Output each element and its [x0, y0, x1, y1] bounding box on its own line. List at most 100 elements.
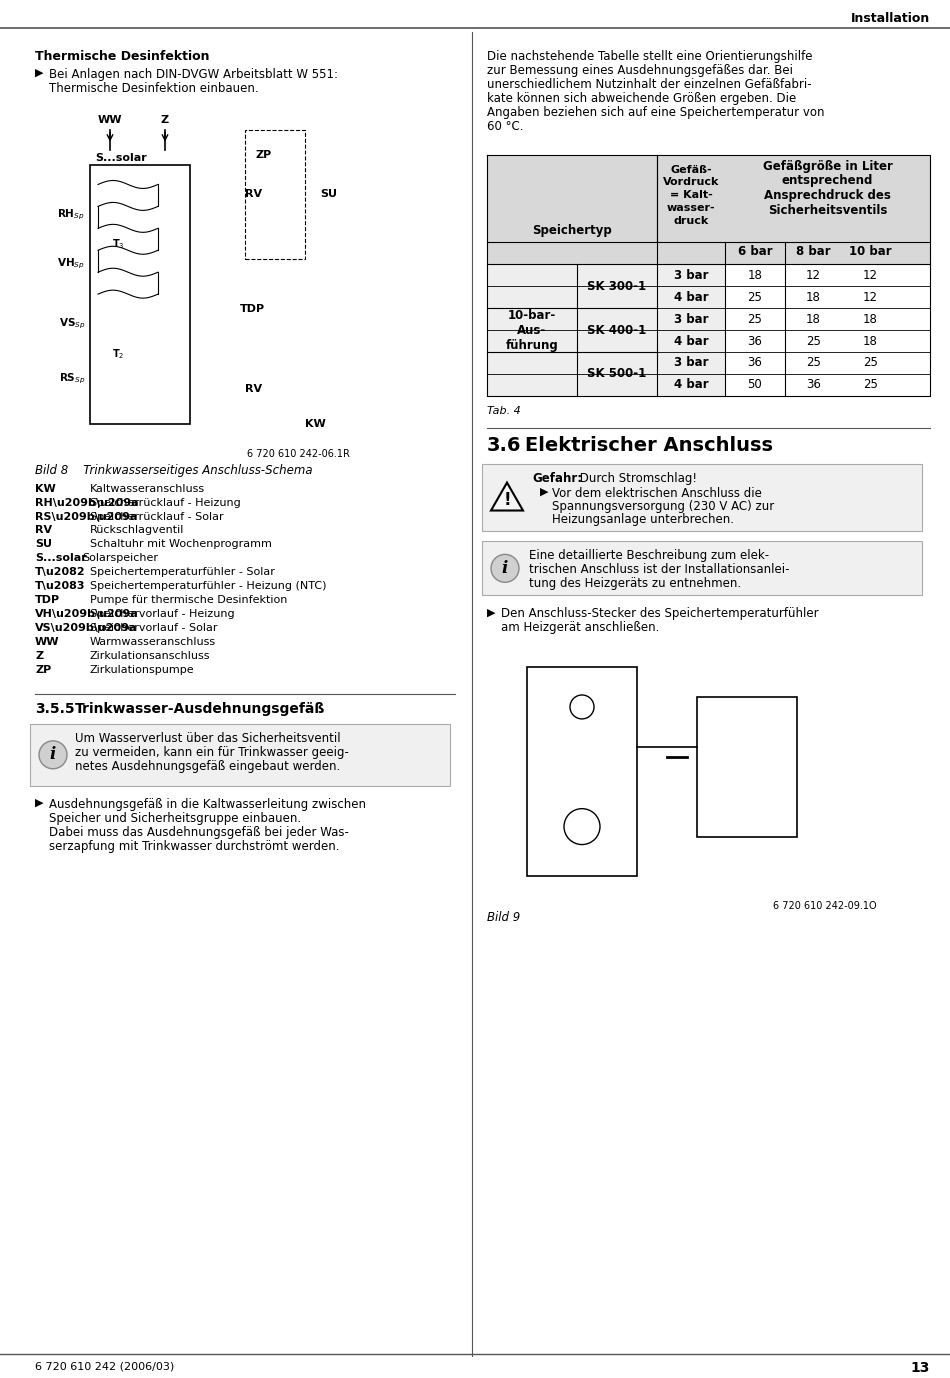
Text: T\u2083: T\u2083 [35, 582, 86, 591]
Text: RV: RV [245, 384, 262, 394]
Bar [90, 164, 190, 424]
Text: 4 bar: 4 bar [674, 335, 709, 347]
Text: Durch Stromschlag!: Durch Stromschlag! [576, 471, 697, 485]
Text: Ansprechdruck des: Ansprechdruck des [764, 189, 891, 203]
Text: 25: 25 [806, 357, 821, 369]
Text: netes Ausdehnungsgefäß eingebaut werden.: netes Ausdehnungsgefäß eingebaut werden. [75, 759, 340, 773]
Text: 3 bar: 3 bar [674, 313, 709, 325]
Text: Eine detaillierte Beschreibung zum elek-: Eine detaillierte Beschreibung zum elek- [529, 550, 770, 562]
Bar [725, 265, 930, 395]
Text: Speicherrücklauf - Heizung: Speicherrücklauf - Heizung [90, 497, 240, 507]
Text: 12: 12 [863, 291, 878, 303]
Text: 25: 25 [863, 357, 878, 369]
Text: VH\u209b\u209a: VH\u209b\u209a [35, 609, 139, 619]
Text: 18: 18 [863, 335, 878, 347]
Text: T$_3$: T$_3$ [112, 237, 124, 251]
Text: 36: 36 [748, 357, 763, 369]
Text: 6 720 610 242-06.1R: 6 720 610 242-06.1R [247, 449, 350, 459]
Text: Den Anschluss-Stecker des Speichertemperaturfühler: Den Anschluss-Stecker des Speichertemper… [501, 608, 819, 620]
Text: SU: SU [320, 189, 337, 200]
Text: 25: 25 [748, 313, 763, 325]
Text: Vordruck: Vordruck [663, 178, 719, 187]
Text: S...solar: S...solar [35, 554, 86, 564]
FancyBboxPatch shape [30, 723, 450, 785]
Text: Zirkulationspumpe: Zirkulationspumpe [90, 666, 195, 675]
Text: Thermische Desinfektion einbauen.: Thermische Desinfektion einbauen. [49, 81, 258, 95]
Text: SK 400-1: SK 400-1 [587, 324, 647, 336]
Text: Angaben beziehen sich auf eine Speichertemperatur von: Angaben beziehen sich auf eine Speichert… [487, 106, 825, 119]
Text: 60 °C.: 60 °C. [487, 120, 523, 132]
Text: Bild 9: Bild 9 [487, 911, 521, 925]
Text: T\u2082: T\u2082 [35, 568, 86, 577]
Text: 4 bar: 4 bar [674, 291, 709, 303]
Text: Speichervorlauf - Solar: Speichervorlauf - Solar [90, 623, 218, 633]
Text: = Kalt-: = Kalt- [670, 190, 712, 200]
Text: unerschiedlichem Nutzinhalt der einzelnen Gefäßfabri-: unerschiedlichem Nutzinhalt der einzelne… [487, 77, 811, 91]
Text: SK 300-1: SK 300-1 [587, 280, 647, 292]
Text: Speichervorlauf - Heizung: Speichervorlauf - Heizung [90, 609, 235, 619]
Text: RV: RV [35, 525, 52, 536]
Text: zu vermeiden, kann ein für Trinkwasser geeig-: zu vermeiden, kann ein für Trinkwasser g… [75, 745, 349, 759]
Text: 3.6: 3.6 [487, 435, 522, 455]
Text: SU: SU [35, 539, 52, 550]
Text: RS$_{Sp}$: RS$_{Sp}$ [59, 372, 85, 386]
Text: Speichertemperaturfühler - Solar: Speichertemperaturfühler - Solar [90, 568, 275, 577]
Text: VS\u209b\u209a: VS\u209b\u209a [35, 623, 138, 633]
Text: Sicherheitsventils: Sicherheitsventils [768, 204, 887, 218]
Text: i: i [49, 747, 56, 763]
Text: Ausdehnungsgefäß in die Kaltwasserleitung zwischen: Ausdehnungsgefäß in die Kaltwasserleitun… [49, 798, 366, 810]
Bar [527, 667, 637, 876]
Text: 25: 25 [806, 335, 821, 347]
Text: 10-bar-
Aus-
führung: 10-bar- Aus- führung [505, 309, 559, 351]
Text: entsprechend: entsprechend [782, 175, 873, 187]
Text: Schaltuhr mit Wochenprogramm: Schaltuhr mit Wochenprogramm [90, 539, 272, 550]
Text: WW: WW [98, 114, 123, 124]
Polygon shape [491, 482, 523, 510]
Text: RS\u209b\u209a: RS\u209b\u209a [35, 511, 138, 521]
Text: T$_2$: T$_2$ [112, 347, 124, 361]
Text: tung des Heizgeräts zu entnehmen.: tung des Heizgeräts zu entnehmen. [529, 577, 741, 590]
Text: druck: druck [674, 216, 709, 226]
Text: KW: KW [35, 484, 56, 493]
Text: ▶: ▶ [540, 486, 548, 496]
Text: 18: 18 [863, 313, 878, 325]
Text: S...solar: S...solar [95, 153, 146, 163]
Text: 18: 18 [748, 269, 763, 281]
Text: serzapfung mit Trinkwasser durchströmt werden.: serzapfung mit Trinkwasser durchströmt w… [49, 839, 339, 853]
Text: Z: Z [35, 652, 43, 661]
Text: TDP: TDP [240, 305, 265, 314]
Text: 13: 13 [911, 1361, 930, 1375]
Text: Solarspeicher: Solarspeicher [82, 554, 158, 564]
Text: 50: 50 [748, 379, 762, 391]
Text: Die nachstehende Tabelle stellt eine Orientierungshilfe: Die nachstehende Tabelle stellt eine Ori… [487, 50, 812, 63]
Text: Dabei muss das Ausdehnungsgefäß bei jeder Was-: Dabei muss das Ausdehnungsgefäß bei jede… [49, 825, 349, 839]
Text: Installation: Installation [851, 12, 930, 25]
Text: ▶: ▶ [35, 68, 44, 77]
Text: 18: 18 [806, 291, 821, 303]
Text: Pumpe für thermische Desinfektion: Pumpe für thermische Desinfektion [90, 595, 287, 605]
Text: 36: 36 [806, 379, 821, 391]
Text: Tab. 4: Tab. 4 [487, 407, 521, 416]
Text: ▶: ▶ [487, 608, 496, 617]
Text: Vor dem elektrischen Anschluss die: Vor dem elektrischen Anschluss die [552, 486, 762, 500]
Text: 25: 25 [863, 379, 878, 391]
Bar [245, 130, 305, 259]
Text: RH\u209b\u209a: RH\u209b\u209a [35, 497, 139, 507]
Text: 10 bar: 10 bar [849, 245, 892, 258]
Circle shape [570, 695, 594, 719]
Text: !: ! [504, 491, 511, 508]
Text: 4 bar: 4 bar [674, 379, 709, 391]
Text: wasser-: wasser- [667, 204, 715, 214]
Text: Gefäß-: Gefäß- [670, 164, 712, 175]
Text: VH$_{Sp}$: VH$_{Sp}$ [57, 258, 85, 271]
Text: ZP: ZP [35, 666, 51, 675]
Text: 12: 12 [806, 269, 821, 281]
Text: 8 bar: 8 bar [796, 245, 831, 258]
Text: Rückschlagventil: Rückschlagventil [90, 525, 184, 536]
Text: RV: RV [245, 189, 262, 200]
Text: Speicher und Sicherheitsgruppe einbauen.: Speicher und Sicherheitsgruppe einbauen. [49, 812, 301, 824]
Text: ZP: ZP [255, 150, 272, 160]
Text: TDP: TDP [35, 595, 60, 605]
Text: Speicherrücklauf - Solar: Speicherrücklauf - Solar [90, 511, 223, 521]
Text: Gefäßgröße in Liter: Gefäßgröße in Liter [763, 160, 892, 172]
